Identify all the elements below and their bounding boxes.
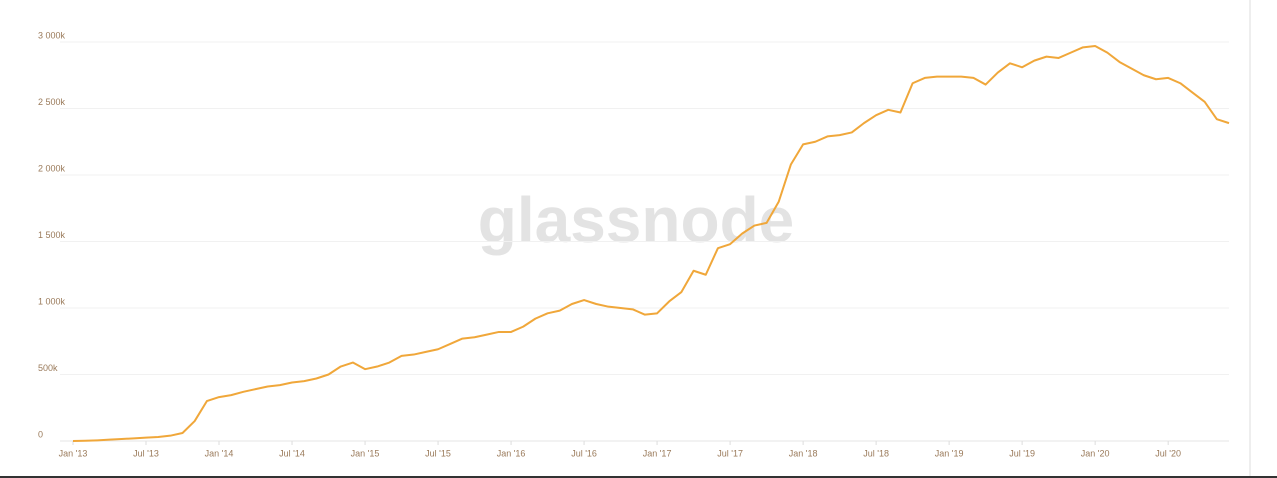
y-tick-label: 3 000k <box>38 30 66 40</box>
data-line <box>72 44 1230 442</box>
y-tick-label: 0 <box>38 429 43 439</box>
y-tick-label: 2 000k <box>38 163 66 173</box>
y-tick-label: 2 500k <box>38 97 66 107</box>
x-tick-label: Jul '14 <box>279 448 305 458</box>
watermark: glassnode <box>478 184 795 256</box>
y-tick-label: 1 000k <box>38 296 66 306</box>
y-tick-label: 500k <box>38 363 58 373</box>
x-tick-label: Jul '16 <box>571 448 597 458</box>
y-tick-label: 1 500k <box>38 230 66 240</box>
x-tick-label: Jul '13 <box>133 448 159 458</box>
x-tick-label: Jul '20 <box>1155 448 1181 458</box>
x-tick-label: Jan '17 <box>643 448 672 458</box>
x-tick-label: Jul '18 <box>863 448 889 458</box>
x-tick-label: Jan '18 <box>789 448 818 458</box>
x-tick-label: Jul '15 <box>425 448 451 458</box>
x-tick-label: Jan '20 <box>1081 448 1110 458</box>
x-tick-label: Jul '17 <box>717 448 743 458</box>
x-tick-label: Jan '15 <box>351 448 380 458</box>
x-tick-label: Jan '16 <box>497 448 526 458</box>
x-tick-label: Jan '19 <box>935 448 964 458</box>
x-tick-label: Jul '19 <box>1009 448 1035 458</box>
x-tick-label: Jan '14 <box>205 448 234 458</box>
x-tick-label: Jan '13 <box>59 448 88 458</box>
